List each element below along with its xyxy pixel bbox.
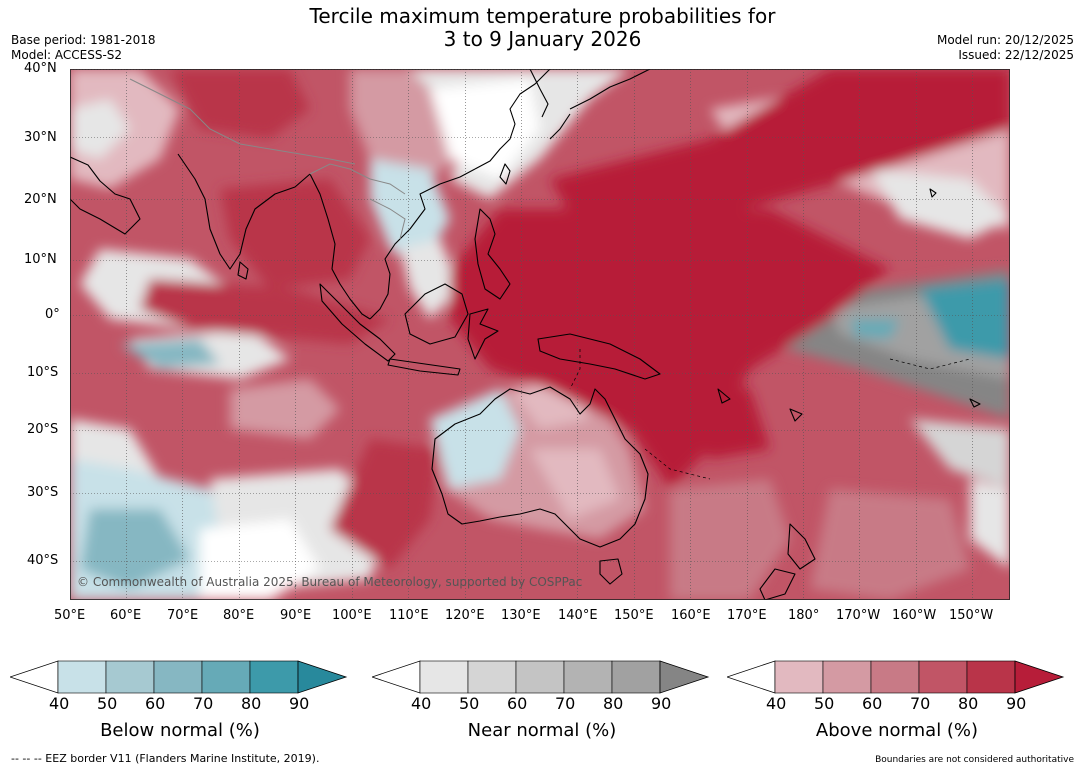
colorbar-tick: 90 xyxy=(651,694,672,713)
lon-label: 120°E xyxy=(445,608,485,623)
eez-borders xyxy=(569,349,971,480)
colorbar-segment xyxy=(870,660,920,694)
colorbar-tick: 90 xyxy=(289,694,310,713)
colorbar-segment xyxy=(918,660,968,694)
eez-note: -- -- -- EEZ border V11 (Flanders Marine… xyxy=(11,752,320,765)
lon-label: 130°E xyxy=(501,608,541,623)
colorbar-label-above: Above normal (%) xyxy=(815,720,979,741)
lon-label: 70°E xyxy=(167,608,199,623)
lat-label: 40°N xyxy=(24,61,57,76)
lon-label: 170°W xyxy=(836,608,881,623)
lon-label: 140°E xyxy=(558,608,598,623)
colorbar-tick: 40 xyxy=(411,694,432,713)
colorbar-tick: 70 xyxy=(193,694,214,713)
boundaries-note: Boundaries are not considered authoritat… xyxy=(875,755,1074,765)
colorbar-label-below: Below normal (%) xyxy=(100,720,260,741)
colorbar-extend-max xyxy=(659,660,710,694)
chart-title-line-1: Tercile maximum temperature probabilitie… xyxy=(309,4,776,28)
lon-label: 80°E xyxy=(223,608,255,623)
colorbar-tick: 40 xyxy=(49,694,70,713)
colorbar-tick: 80 xyxy=(958,694,979,713)
model-run: Model run: 20/12/2025 xyxy=(936,33,1074,47)
lon-label: 180° xyxy=(788,608,820,623)
colorbar-near-normal xyxy=(372,660,710,694)
lon-label: 110°E xyxy=(389,608,429,623)
map-frame xyxy=(70,69,1010,600)
lat-label: 10°N xyxy=(24,252,57,267)
probability-map xyxy=(70,69,1010,600)
colorbar-tick: 50 xyxy=(97,694,118,713)
colorbar-tick: 70 xyxy=(555,694,576,713)
lon-label: 150°E xyxy=(614,608,654,623)
country-borders xyxy=(129,78,406,240)
colorbar-tick: 60 xyxy=(507,694,528,713)
colorbar-extend-max xyxy=(1014,660,1065,694)
lon-label: 150°W xyxy=(949,608,994,623)
colorbar-below-normal xyxy=(10,660,348,694)
lon-label: 60°E xyxy=(110,608,142,623)
colorbar-tick: 90 xyxy=(1006,694,1027,713)
colorbar-segment xyxy=(105,660,155,694)
lat-label: 30°S xyxy=(27,485,59,500)
colorbar-segment xyxy=(966,660,1016,694)
colorbar-segment xyxy=(515,660,565,694)
colorbar-tick: 40 xyxy=(766,694,787,713)
lon-label: 160°W xyxy=(892,608,937,623)
lat-label: 20°S xyxy=(27,422,59,437)
base-period: Base period: 1981-2018 xyxy=(11,33,156,47)
colorbar-tick: 50 xyxy=(459,694,480,713)
colorbar-segment xyxy=(57,660,107,694)
lon-label: 170°E xyxy=(727,608,767,623)
colorbar-segment xyxy=(153,660,203,694)
lat-label: 30°N xyxy=(24,130,57,145)
colorbar-segment xyxy=(563,660,613,694)
colorbar-extend-max xyxy=(297,660,348,694)
colorbar-segment xyxy=(249,660,299,694)
colorbar-tick: 80 xyxy=(241,694,262,713)
colorbar-label-near: Near normal (%) xyxy=(467,720,617,741)
lon-label: 90°E xyxy=(280,608,312,623)
colorbar-tick: 50 xyxy=(814,694,835,713)
lon-label: 160°E xyxy=(671,608,711,623)
lat-label: 40°S xyxy=(27,553,59,568)
colorbar-tick: 60 xyxy=(862,694,883,713)
colorbar-extend-min xyxy=(727,660,776,694)
issued-date: Issued: 22/12/2025 xyxy=(958,48,1074,62)
lon-label: 100°E xyxy=(332,608,372,623)
lon-label: 50°E xyxy=(54,608,86,623)
colorbar-tick: 70 xyxy=(910,694,931,713)
colorbar-above-normal xyxy=(727,660,1065,694)
colorbar-segment xyxy=(822,660,872,694)
coastlines xyxy=(70,69,981,600)
copyright-text: © Commonwealth of Australia 2025, Bureau… xyxy=(77,575,583,589)
colorbar-segment xyxy=(201,660,251,694)
lat-label: 0° xyxy=(45,307,60,322)
colorbar-extend-min xyxy=(10,660,59,694)
colorbar-tick: 60 xyxy=(145,694,166,713)
colorbar-segment xyxy=(419,660,469,694)
chart-title-line-2: 3 to 9 January 2026 xyxy=(443,27,642,51)
lat-label: 10°S xyxy=(27,365,59,380)
model-name: Model: ACCESS-S2 xyxy=(11,48,123,62)
colorbar-tick: 80 xyxy=(603,694,624,713)
colorbar-segment xyxy=(774,660,824,694)
lat-label: 20°N xyxy=(24,192,57,207)
colorbar-segment xyxy=(467,660,517,694)
colorbar-extend-min xyxy=(372,660,421,694)
colorbar-segment xyxy=(611,660,661,694)
